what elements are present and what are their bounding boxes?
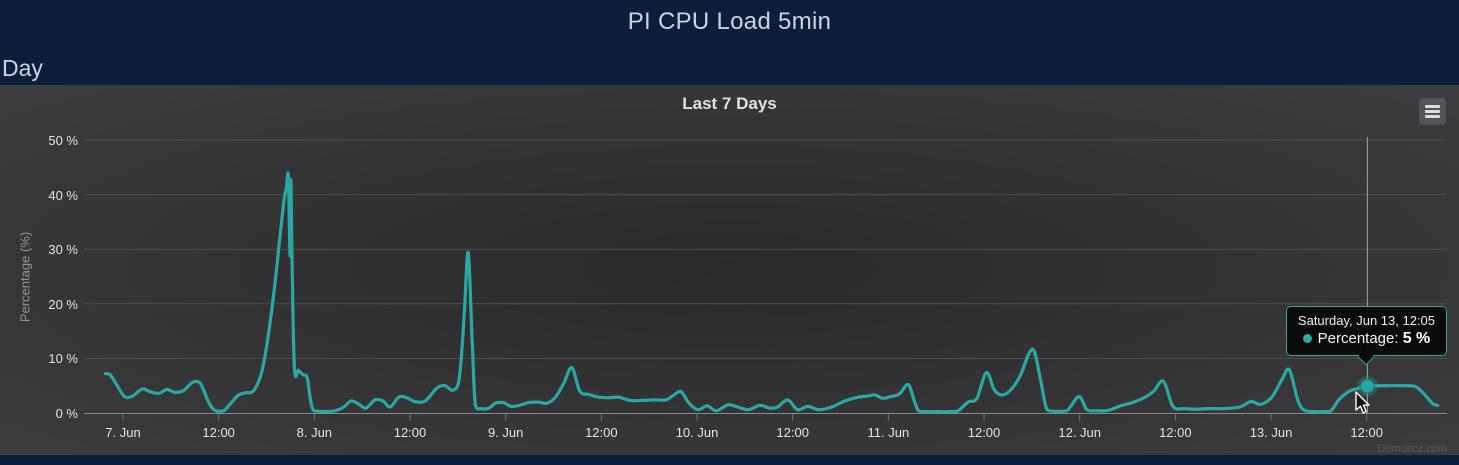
x-tick-label: 12:00 — [1350, 425, 1383, 440]
y-tick-label: 20 % — [48, 296, 78, 312]
x-tick-label: 12:00 — [393, 425, 427, 440]
series-marker-icon — [1302, 334, 1312, 343]
x-tick-label: 11. Jun — [867, 425, 910, 440]
chart-context-menu-button[interactable] — [1419, 98, 1446, 125]
hovered-data-point — [1360, 378, 1375, 394]
y-tick-label: 0 % — [55, 406, 78, 421]
x-tick-label: 9. Jun — [487, 425, 524, 440]
y-tick-label: 10 % — [48, 351, 78, 367]
tooltip-value: 5 % — [1402, 330, 1431, 347]
x-tick-label: 8. Jun — [296, 425, 333, 440]
y-tick-label: 50 % — [48, 133, 78, 148]
plot-area[interactable] — [0, 85, 1459, 455]
chart-tooltip: Saturday, Jun 13, 12:05 Percentage: 5 % — [1285, 306, 1447, 365]
x-tick-label: 7. Jun — [105, 425, 141, 440]
x-tick-label: 12:00 — [1159, 425, 1192, 440]
tooltip-series-label: Percentage: — [1317, 330, 1399, 347]
x-tick-label: 12:00 — [776, 425, 809, 440]
tooltip-value-row: Percentage: 5 % — [1298, 330, 1435, 348]
tooltip-date: Saturday, Jun 13, 12:05 — [1297, 313, 1435, 328]
hamburger-menu-icon — [1425, 105, 1440, 118]
credits-link[interactable]: Domoticz.com — [1377, 443, 1447, 455]
x-tick-label: 12:00 — [967, 425, 1001, 440]
x-tick-label: 12. Jun — [1058, 425, 1102, 440]
page-title: PI CPU Load 5min — [627, 8, 832, 35]
x-tick-label: 12:00 — [202, 425, 235, 440]
range-label-day: Day — [2, 55, 43, 81]
y-tick-label: 40 % — [48, 187, 78, 203]
x-tick-label: 10. Jun — [675, 425, 719, 440]
y-tick-label: 30 % — [48, 242, 78, 258]
x-tick-label: 13. Jun — [1249, 425, 1293, 440]
mouse-cursor-icon — [1355, 391, 1370, 414]
x-tick-label: 12:00 — [585, 425, 618, 440]
chart-title: Last 7 Days — [682, 94, 777, 113]
cpu-load-chart-card: Last 7 Days Percentage (%) 0 % 10 % 20 % 30… — [0, 85, 1459, 455]
